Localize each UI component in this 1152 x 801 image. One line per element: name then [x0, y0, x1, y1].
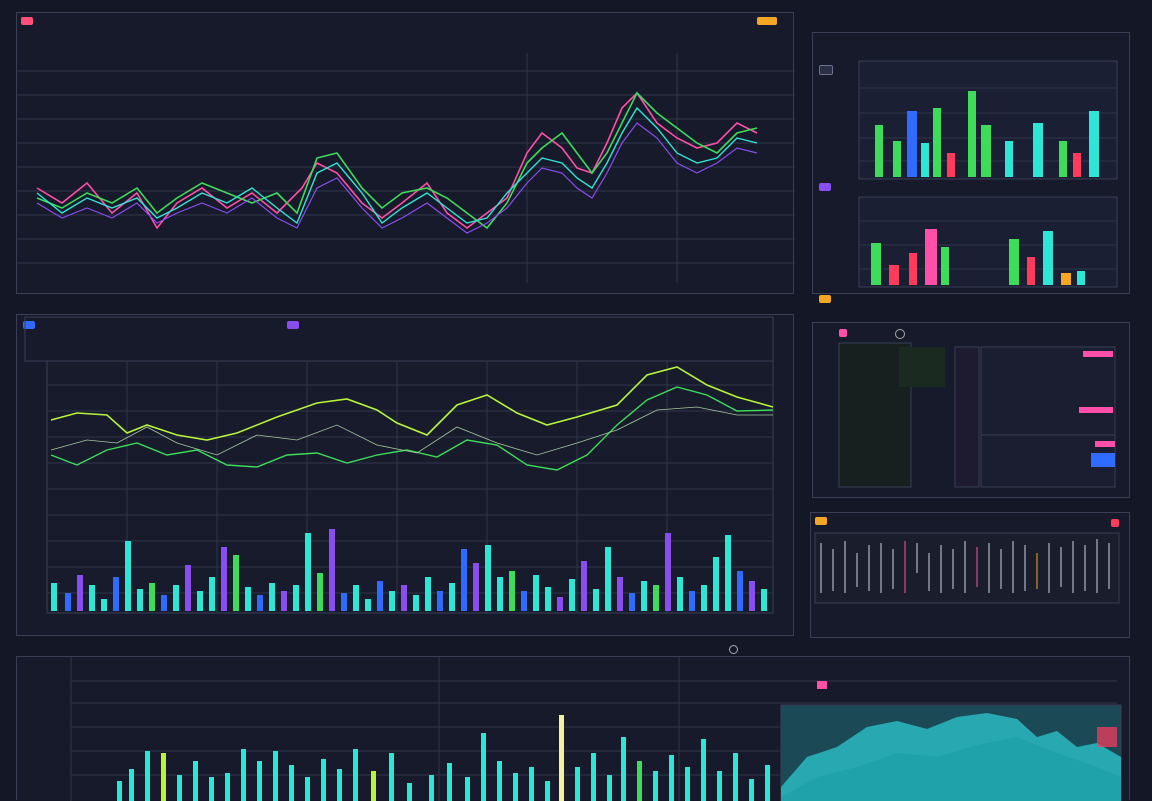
- top-right-bar-chart: [858, 60, 1118, 288]
- bar-series-bottom: [871, 229, 1085, 285]
- top-right-bar-panel: [812, 32, 1130, 303]
- radio-icon[interactable]: [729, 645, 738, 654]
- legend-swatch-icon: [819, 183, 831, 191]
- bottom-bar-panel: [16, 645, 1130, 801]
- line-series-cyan: [36, 106, 758, 225]
- center-bars: [51, 529, 767, 611]
- right-data-table-panel: [812, 322, 1130, 498]
- center-chart: [24, 316, 774, 614]
- area-surface-teal: [781, 737, 1121, 801]
- right-candle-panel: [810, 512, 1130, 638]
- radio-icon[interactable]: [895, 329, 905, 339]
- smooth-line-green: [50, 386, 774, 471]
- legend-swatch-icon: [23, 321, 35, 329]
- line-series-green: [36, 91, 758, 230]
- data-table: [838, 342, 1116, 488]
- main-line-chart: [17, 53, 795, 283]
- window-badge-icon[interactable]: [815, 517, 827, 525]
- status-badge-icon: [21, 17, 33, 25]
- legend-swatch-icon: [1111, 519, 1119, 527]
- candle-ticks: [820, 539, 1110, 593]
- candle-chart: [814, 532, 1120, 604]
- window-badge-icon[interactable]: [819, 295, 831, 303]
- smooth-line-yellow-green: [50, 366, 774, 441]
- settings-icon[interactable]: [819, 65, 833, 75]
- line-series-magenta: [36, 91, 758, 230]
- legend-swatch-icon: [287, 321, 299, 329]
- bottom-bars: [117, 715, 770, 801]
- smooth-line-thin: [50, 406, 773, 456]
- center-line-bar-panel: [16, 314, 794, 636]
- table-swatches: [1079, 351, 1115, 467]
- bar-series-top: [875, 91, 1099, 177]
- center-chart-grid: [47, 361, 773, 613]
- legend-swatch-icon: [839, 329, 847, 337]
- line-series-purple: [36, 122, 758, 234]
- bottom-bar-chart: [70, 657, 1122, 801]
- main-line-chart-panel: [16, 12, 795, 294]
- main-line-chart-grid: [17, 53, 795, 283]
- window-badge-icon[interactable]: [757, 17, 777, 25]
